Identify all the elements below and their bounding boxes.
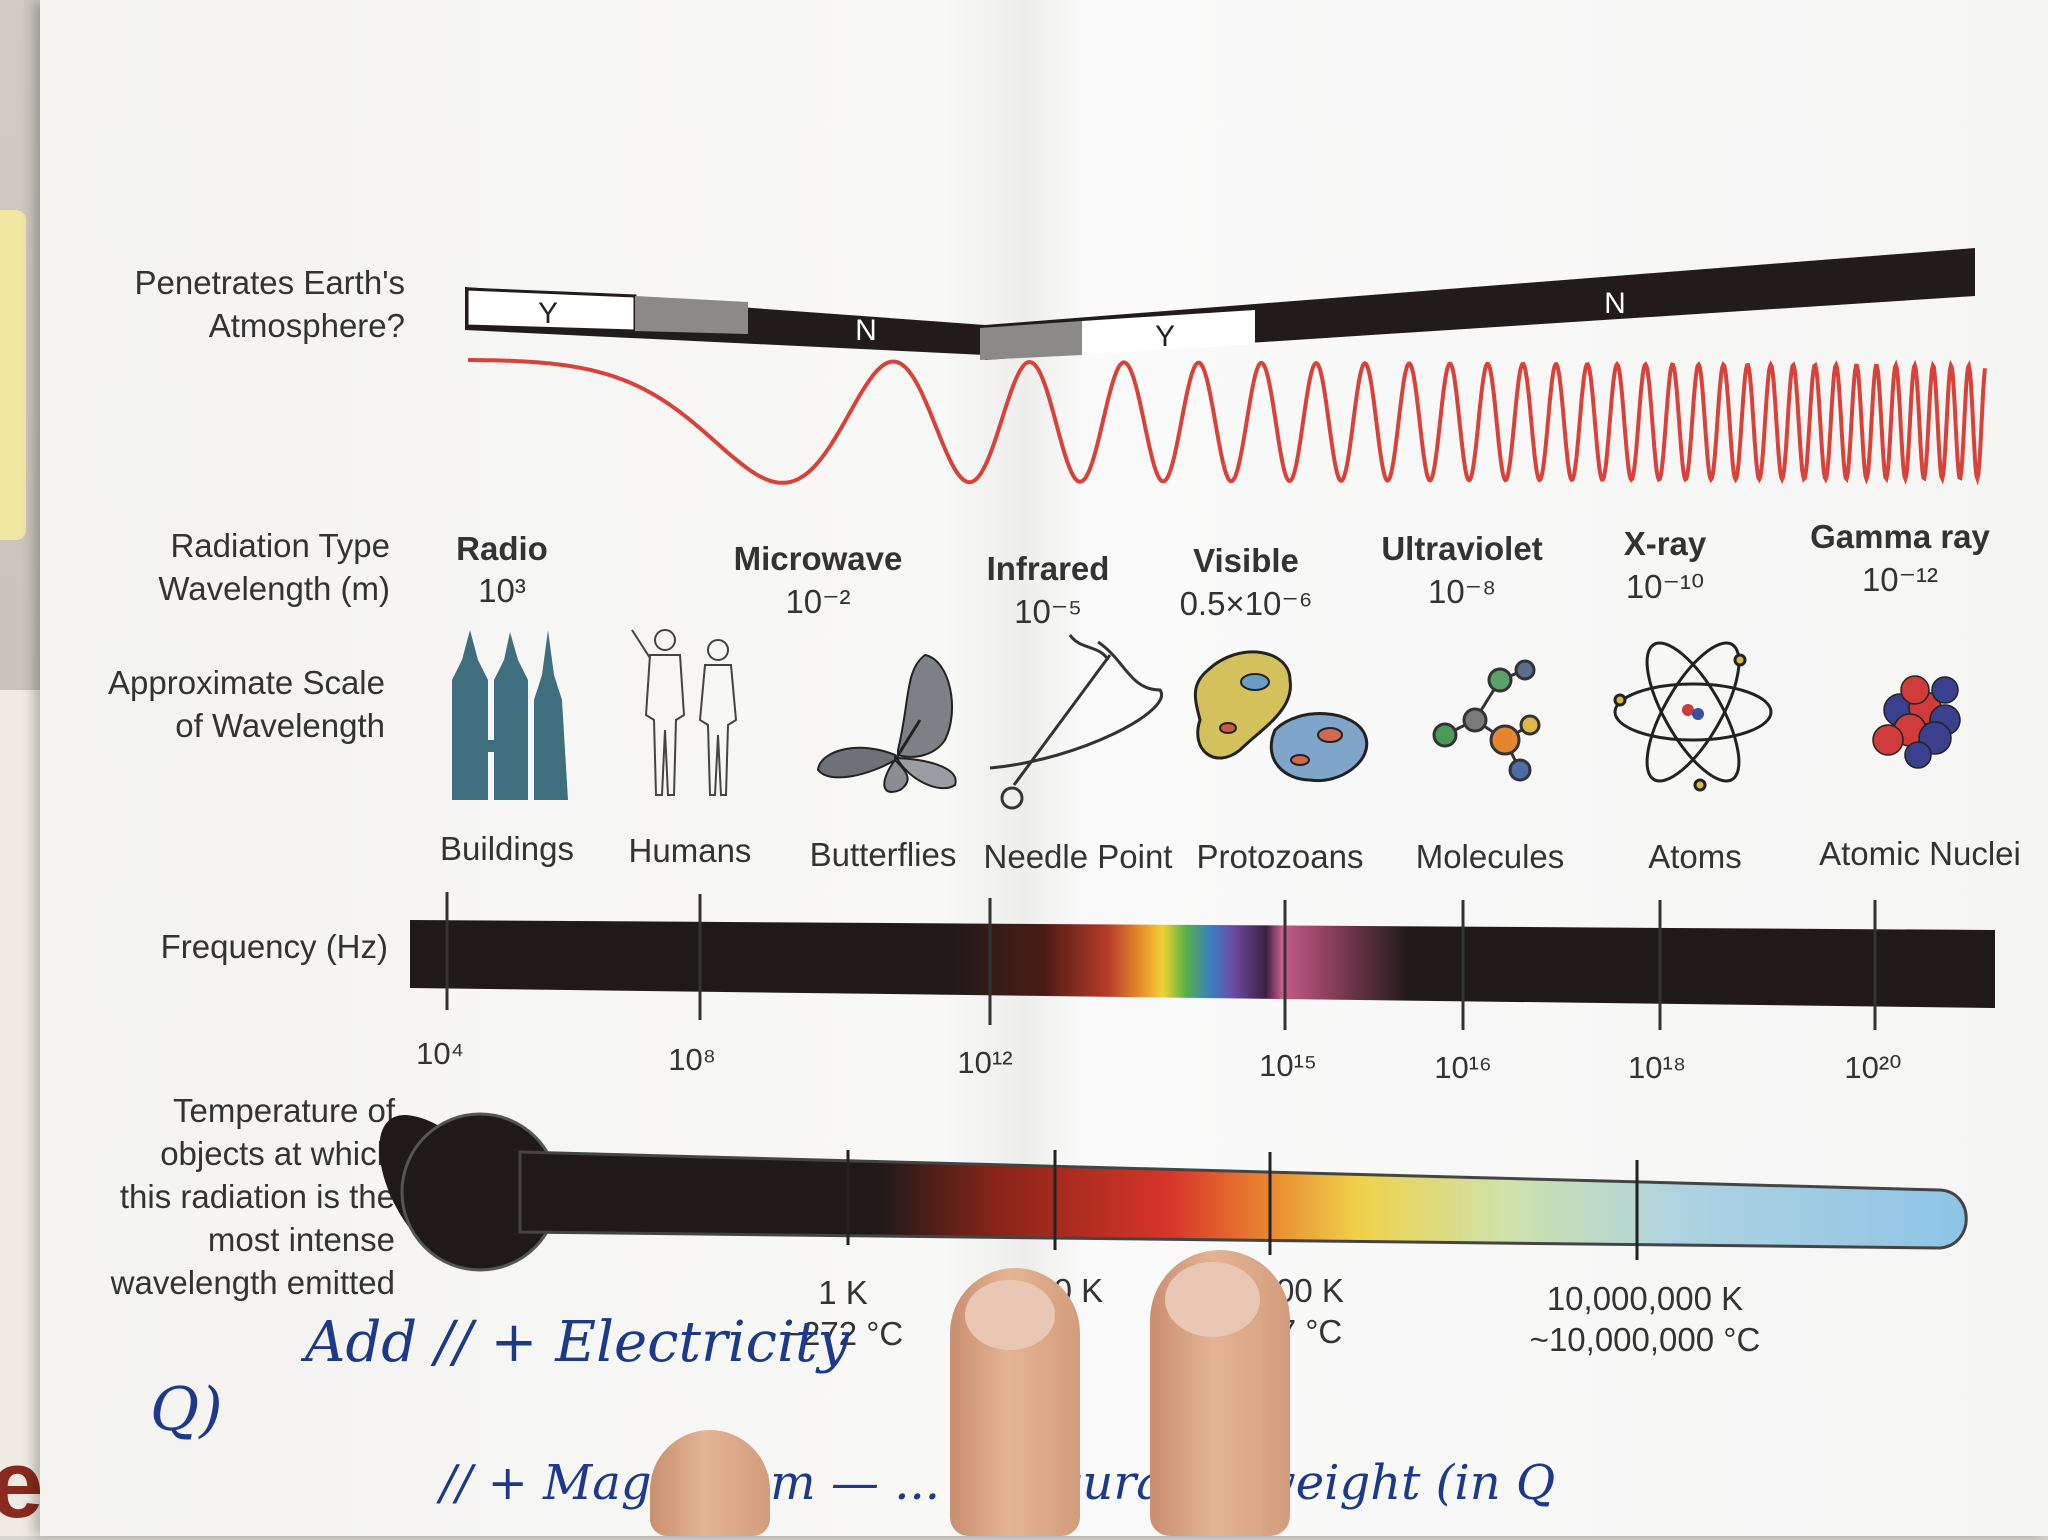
type-ultraviolet: Ultraviolet 10⁻⁸ (1342, 530, 1582, 611)
scale-label: Approximate Scale of Wavelength (108, 664, 385, 744)
handwriting-line1: Add // + Electricity (305, 1310, 850, 1375)
type-infrared: Infrared 10⁻⁵ (928, 550, 1168, 631)
atmosphere-y-left: Y (538, 297, 558, 330)
type-gamma-wavelength: 10⁻¹² (1861, 561, 1939, 598)
type-visible: Visible 0.5×10⁻⁶ (1126, 542, 1366, 623)
scale-buildings: Buildings (440, 830, 574, 867)
temp-10m-k: 10,000,000 K ~10,000,000 °C (1500, 1278, 1790, 1361)
scale-molecules: Molecules (1415, 838, 1565, 875)
atmosphere-and-wave: Y N Y N (465, 248, 1987, 486)
scale-needle-point: Needle Point (983, 838, 1173, 875)
protozoans-icon (1193, 650, 1369, 783)
scale-humans: Humans (628, 832, 752, 869)
type-radio-wavelength: 10³ (478, 572, 526, 609)
type-microwave: Microwave 10⁻² (698, 540, 938, 621)
buildings-icon (452, 630, 568, 800)
atom-icon (1613, 641, 1773, 792)
type-radio-name: Radio (456, 530, 548, 567)
frequency-1e12: 10¹² (957, 1045, 1013, 1080)
humans-icon (631, 629, 738, 796)
atmosphere-partial-mid (980, 321, 1082, 360)
type-microwave-wavelength: 10⁻² (785, 583, 851, 620)
type-infrared-name: Infrared (986, 550, 1110, 587)
frequency-label: Frequency (Hz) (160, 928, 388, 965)
type-infrared-wavelength: 10⁻⁵ (1014, 593, 1082, 630)
type-gamma: Gamma ray 10⁻¹² (1780, 518, 2020, 599)
scale-illustrations (452, 629, 1961, 810)
scale-atoms: Atoms (1648, 838, 1742, 875)
type-ultraviolet-name: Ultraviolet (1381, 530, 1543, 567)
type-visible-wavelength: 0.5×10⁻⁶ (1179, 585, 1313, 622)
frequency-1e16: 10¹⁶ (1434, 1050, 1492, 1085)
molecule-icon (1432, 659, 1541, 782)
frequency-1e8: 10⁸ (668, 1042, 716, 1077)
frequency-1e18: 10¹⁸ (1628, 1050, 1686, 1085)
type-xray: X-ray 10⁻¹⁰ (1545, 525, 1785, 606)
temp-10m-kelvin: 10,000,000 K (1546, 1280, 1744, 1317)
atmosphere-partial-left (635, 296, 748, 334)
temp-1k-kelvin: 1 K (818, 1274, 868, 1311)
thermometer (379, 1112, 1968, 1272)
type-visible-name: Visible (1193, 542, 1299, 579)
frequency-bar (410, 892, 1995, 1030)
scale-protozoans: Protozoans (1196, 838, 1364, 875)
frequency-1e20: 10²⁰ (1844, 1050, 1902, 1085)
fingernail-right (1165, 1262, 1260, 1337)
penetrates-label: Penetrates Earth's Atmosphere? (134, 264, 405, 344)
atmosphere-y-mid: Y (1155, 320, 1175, 353)
handwriting-q: Q) (150, 1375, 223, 1445)
atmosphere-n-left: N (855, 314, 877, 347)
butterfly-icon (816, 653, 957, 793)
temp-1k-celsius: −272 °C (782, 1315, 904, 1353)
temperature-label: Temperature of objects at which this rad… (110, 1092, 395, 1301)
type-ultraviolet-wavelength: 10⁻⁸ (1427, 573, 1497, 610)
radiation-type-label: Radiation Type Wavelength (m) (158, 527, 390, 607)
fingernail-left (965, 1280, 1055, 1350)
needle-icon (989, 634, 1164, 810)
type-xray-name: X-ray (1623, 525, 1707, 562)
sticky-note (0, 210, 26, 540)
type-xray-wavelength: 10⁻¹⁰ (1625, 568, 1705, 605)
type-microwave-name: Microwave (733, 540, 903, 577)
wave-line (468, 358, 1987, 486)
temp-1k: 1 K −272 °C (713, 1272, 973, 1355)
scale-butterflies: Butterflies (809, 836, 957, 873)
temp-10m-celsius: ~10,000,000 °C (1529, 1321, 1761, 1359)
type-gamma-name: Gamma ray (1810, 518, 1990, 555)
nucleus-icon (1872, 675, 1961, 769)
scale-atomic-nuclei: Atomic Nuclei (1819, 835, 2021, 872)
frequency-1e4: 10⁴ (416, 1036, 464, 1071)
atmosphere-yes-mid (1082, 310, 1255, 355)
atmosphere-n-right: N (1604, 287, 1626, 320)
finger-bottom (650, 1430, 770, 1536)
frequency-1e15: 10¹⁵ (1259, 1048, 1317, 1083)
type-radio: Radio 10³ (382, 530, 622, 610)
